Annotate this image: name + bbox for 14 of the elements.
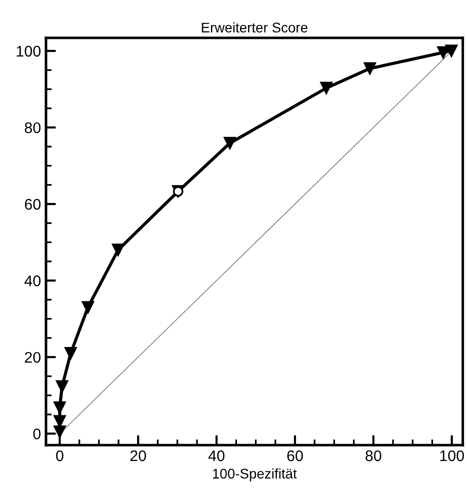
x-tick-label: 80 <box>366 450 382 462</box>
y-tick-label: 0 <box>33 428 41 440</box>
y-tick-label: 100 <box>16 46 41 57</box>
y-tick-label: 40 <box>24 275 41 286</box>
x-tick-label: 20 <box>130 450 146 462</box>
x-tick-label: 100 <box>440 450 464 462</box>
y-tick-label: 80 <box>24 122 41 134</box>
x-axis-title: 100-Spezifität <box>212 468 297 482</box>
y-tick-label: 20 <box>24 352 41 363</box>
x-tick-label: 60 <box>287 450 303 462</box>
x-tick-label: 0 <box>56 450 64 462</box>
y-tick-label: 60 <box>24 198 41 210</box>
chart-title: Erweiterter Score <box>202 22 308 33</box>
x-tick-label: 40 <box>208 450 224 462</box>
